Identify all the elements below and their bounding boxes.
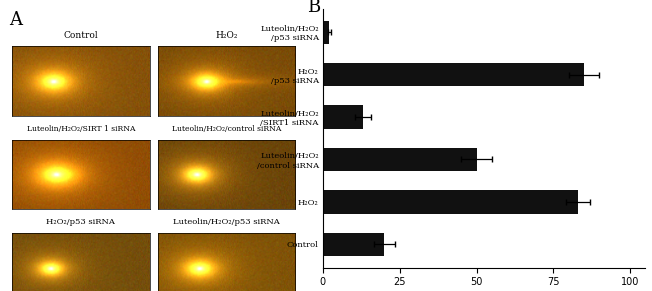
Text: Luteolin/H₂O₂/SIRT 1 siRNA: Luteolin/H₂O₂/SIRT 1 siRNA	[27, 125, 135, 133]
Text: Luteolin/H₂O₂/control siRNA: Luteolin/H₂O₂/control siRNA	[172, 125, 282, 133]
Bar	[323, 20, 329, 44]
Bar	[323, 190, 578, 214]
Text: H₂O₂/p53 siRNA: H₂O₂/p53 siRNA	[46, 219, 115, 226]
Bar	[323, 148, 477, 171]
Text: B: B	[307, 0, 320, 16]
Text: H₂O₂: H₂O₂	[216, 31, 238, 40]
Bar	[323, 63, 584, 86]
Bar	[323, 233, 385, 256]
Text: A: A	[9, 11, 22, 29]
Text: Control: Control	[64, 31, 98, 40]
Bar	[323, 105, 363, 129]
Text: Luteolin/H₂O₂/p53 siRNA: Luteolin/H₂O₂/p53 siRNA	[173, 219, 280, 226]
